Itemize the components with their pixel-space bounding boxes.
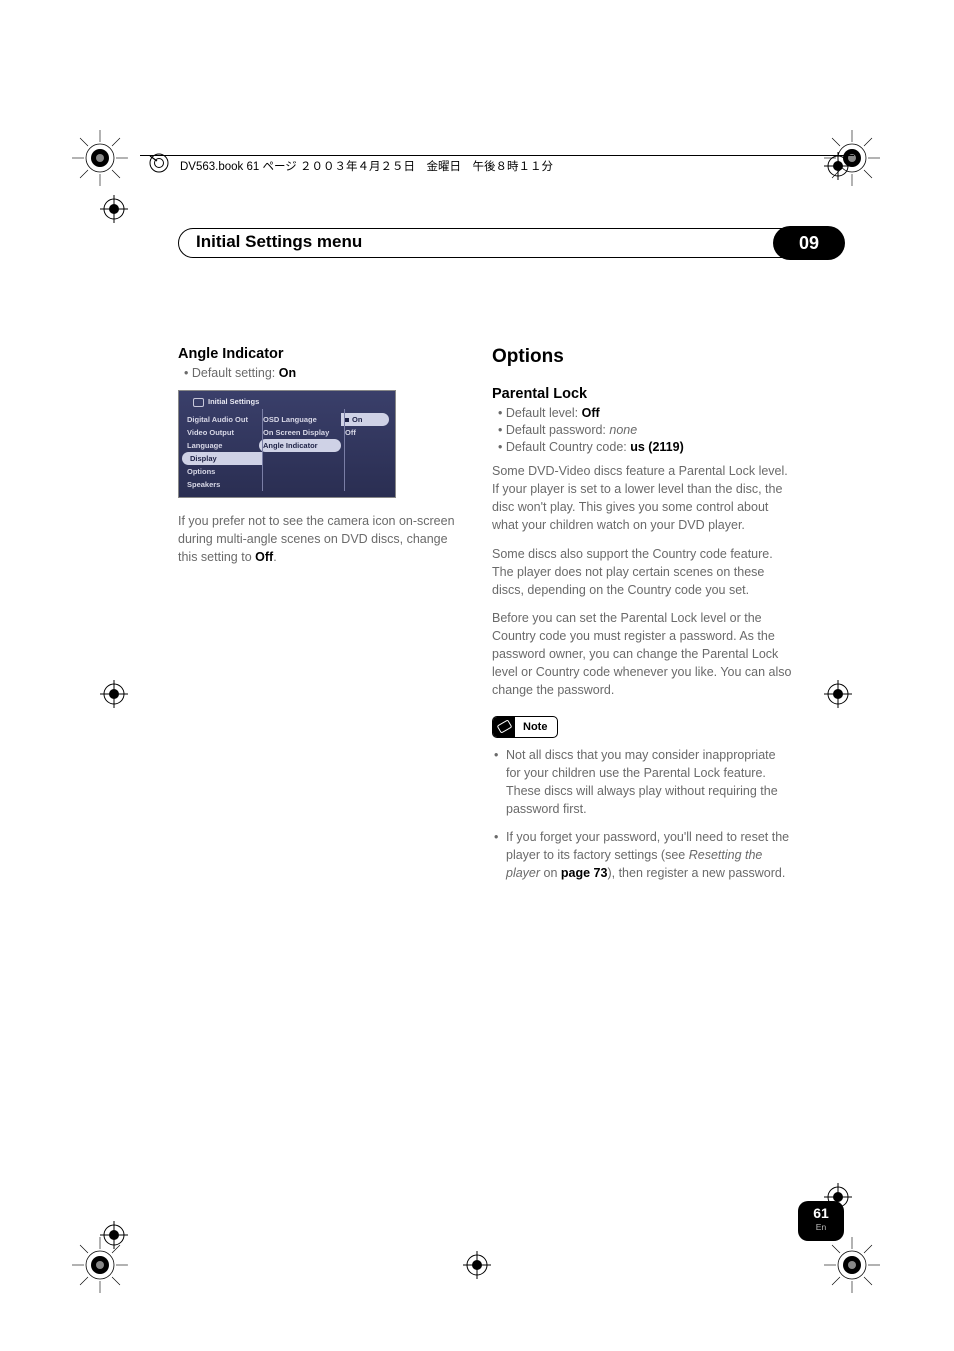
default-password: Default password: none — [510, 423, 792, 437]
default-setting-line: Default setting: On — [196, 366, 468, 380]
menu-c1-3: Display — [182, 452, 262, 465]
angle-indicator-para: If you prefer not to see the camera icon… — [178, 512, 468, 566]
menu-c1-5: Speakers — [179, 478, 259, 491]
menu-c2-0: OSD Language — [259, 413, 341, 426]
menu-c1-2: Language — [179, 439, 259, 452]
chapter-bar: Initial Settings menu 09 — [178, 228, 843, 258]
page-number-badge: 61 En — [798, 1201, 844, 1241]
menu-title: Initial Settings — [179, 395, 395, 413]
menu-c2-1: On Screen Display — [259, 426, 341, 439]
page-number: 61 — [798, 1205, 844, 1221]
note-badge: Note — [492, 716, 558, 738]
right-column: Options Parental Lock Default level: Off… — [492, 346, 792, 892]
chapter-number-badge: 09 — [773, 226, 845, 260]
parental-p3: Before you can set the Parental Lock lev… — [492, 609, 792, 700]
osd-menu-screenshot: Initial Settings Digital Audio Out OSD L… — [178, 390, 396, 498]
note-list: Not all discs that you may consider inap… — [492, 746, 792, 883]
default-level: Default level: Off — [510, 406, 792, 420]
menu-c1-0: Digital Audio Out — [179, 413, 259, 426]
note-2: If you forget your password, you'll need… — [506, 828, 792, 882]
default-country-code: Default Country code: us (2119) — [510, 440, 792, 454]
book-ring-icon — [148, 152, 170, 174]
header-rule — [140, 155, 854, 156]
parental-p1: Some DVD-Video discs feature a Parental … — [492, 462, 792, 535]
target-icon — [100, 680, 128, 708]
pencil-icon — [493, 717, 515, 737]
target-icon — [824, 680, 852, 708]
note-1: Not all discs that you may consider inap… — [506, 746, 792, 819]
left-column: Angle Indicator Default setting: On Init… — [178, 346, 468, 576]
reg-mark-tl — [72, 130, 128, 186]
menu-c3-1: Off — [341, 426, 389, 439]
target-icon — [100, 195, 128, 223]
note-label: Note — [523, 721, 547, 733]
target-icon — [463, 1251, 491, 1279]
header-crumb: DV563.book 61 ページ ２００３年４月２５日 金曜日 午後８時１１分 — [180, 158, 553, 174]
target-icon — [824, 152, 852, 180]
reg-mark-br — [824, 1237, 880, 1293]
menu-c1-1: Video Output — [179, 426, 259, 439]
page-lang: En — [798, 1222, 844, 1232]
menu-c1-4: Options — [179, 465, 259, 478]
chapter-title: Initial Settings menu — [196, 232, 362, 252]
menu-c2-2: Angle Indicator — [259, 439, 341, 452]
target-icon — [100, 1221, 128, 1249]
menu-c3-0: On — [341, 413, 389, 426]
parental-lock-heading: Parental Lock — [492, 386, 792, 402]
parental-p2: Some discs also support the Country code… — [492, 545, 792, 599]
angle-indicator-heading: Angle Indicator — [178, 346, 468, 362]
options-heading: Options — [492, 346, 792, 368]
